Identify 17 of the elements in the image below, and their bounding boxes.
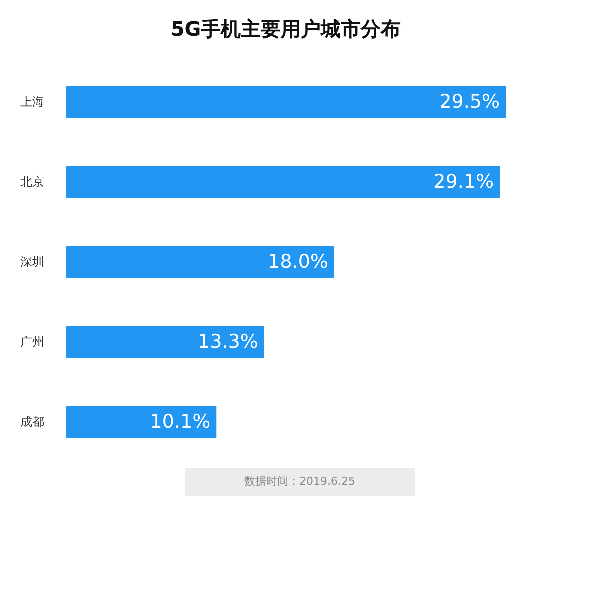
bar <box>66 406 217 438</box>
bar <box>66 86 506 118</box>
y-tick-label: 深圳 <box>20 255 44 269</box>
data-label: 10.1% <box>150 411 211 433</box>
y-tick-label: 上海 <box>20 95 44 109</box>
text: 数据时间：2019.6.25 <box>244 474 356 490</box>
data-label: 29.1% <box>434 171 494 193</box>
data-label: 29.5% <box>440 91 500 113</box>
chart-title: 5G手机主要用户城市分布 <box>170 17 402 41</box>
y-tick-label: 北京 <box>20 175 44 189</box>
y-tick-label: 广州 <box>20 335 44 349</box>
data-label: 13.3% <box>198 331 258 353</box>
y-tick-label: 成都 <box>20 415 44 429</box>
bar <box>66 326 264 358</box>
bar <box>66 166 500 198</box>
data-label: 18.0% <box>268 251 328 273</box>
bar <box>66 246 334 278</box>
